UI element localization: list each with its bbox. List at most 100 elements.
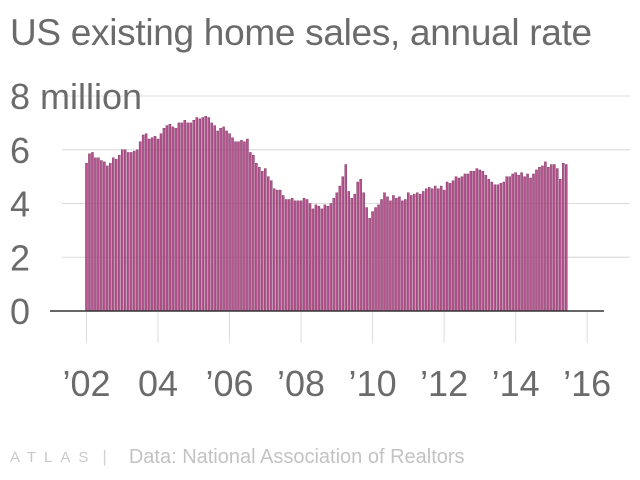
bar (556, 168, 559, 312)
bar (308, 203, 312, 312)
bar (392, 195, 395, 312)
bar (264, 168, 267, 312)
x-tick-label: ’14 (492, 363, 540, 404)
bar (91, 152, 94, 312)
bar (210, 122, 213, 312)
bar (514, 172, 517, 312)
bar (478, 169, 482, 312)
bar (442, 189, 446, 312)
bar (150, 137, 154, 312)
bar (201, 117, 204, 312)
bar (231, 137, 234, 312)
bar (252, 154, 255, 312)
y-tick-label: 0 (10, 291, 30, 332)
bar (481, 171, 485, 312)
bar (383, 192, 386, 312)
bar (100, 160, 103, 312)
bar (299, 200, 303, 312)
bar (526, 173, 529, 312)
bar (311, 208, 315, 312)
y-tick-label: 2 (10, 237, 30, 278)
brand-logo: ATLAS (10, 448, 97, 466)
bar (237, 141, 240, 312)
bar (320, 208, 324, 312)
bar (180, 122, 184, 312)
bar (529, 177, 532, 312)
bar (377, 204, 380, 312)
bar (112, 157, 115, 312)
bar (493, 184, 497, 312)
bar (475, 168, 479, 312)
footer-separator: | (102, 447, 107, 466)
bar (401, 200, 404, 312)
bar (204, 115, 207, 312)
bar (395, 197, 398, 312)
bar (270, 180, 273, 312)
bar (317, 205, 321, 312)
bar (118, 154, 121, 312)
bar (171, 126, 175, 312)
bar (141, 134, 145, 312)
bar (258, 167, 261, 312)
bar (341, 176, 345, 312)
bar (174, 128, 178, 312)
bar (553, 164, 556, 312)
bar (156, 138, 160, 312)
bar (436, 188, 440, 312)
bar (502, 181, 505, 312)
bar (508, 176, 511, 312)
bar (538, 167, 541, 312)
bar (448, 183, 452, 312)
bar (490, 181, 494, 312)
bar (472, 171, 476, 312)
bar (129, 152, 133, 312)
bar (410, 195, 413, 312)
bar (97, 157, 100, 312)
bar (192, 119, 196, 312)
x-tick-label: 04 (138, 363, 178, 404)
bar (186, 122, 190, 312)
bar (484, 175, 488, 312)
bar (234, 141, 237, 312)
bar (454, 176, 458, 312)
bar (466, 173, 470, 312)
x-tick-label: ’10 (349, 363, 397, 404)
bar (362, 192, 365, 312)
bar (314, 204, 318, 312)
bar (356, 181, 359, 312)
bar (195, 117, 199, 312)
bar (433, 185, 437, 312)
source-note: Data: National Association of Realtors (128, 445, 465, 468)
bar (103, 161, 106, 312)
bar (353, 193, 356, 312)
bar (261, 171, 264, 312)
bar (132, 150, 136, 312)
bar (451, 180, 455, 312)
bar (386, 196, 389, 312)
bar (225, 130, 228, 312)
bar (198, 118, 201, 312)
bar (267, 176, 270, 312)
bar (460, 176, 464, 312)
bar (302, 197, 306, 312)
bar (162, 128, 166, 312)
bar (278, 189, 282, 312)
bar (499, 183, 502, 312)
bar (547, 167, 550, 312)
bar (246, 138, 249, 312)
bar (562, 162, 565, 312)
bar (419, 193, 422, 312)
bar (517, 175, 520, 312)
bar (272, 188, 276, 312)
bar (416, 192, 419, 312)
bar (350, 197, 353, 312)
bar (293, 200, 297, 312)
bar (505, 176, 508, 312)
bar (487, 179, 491, 312)
bar (424, 188, 428, 312)
bar (88, 153, 91, 312)
bar (323, 204, 327, 312)
bar (275, 189, 279, 312)
x-tick-label: ’08 (277, 363, 325, 404)
bar (126, 152, 130, 312)
